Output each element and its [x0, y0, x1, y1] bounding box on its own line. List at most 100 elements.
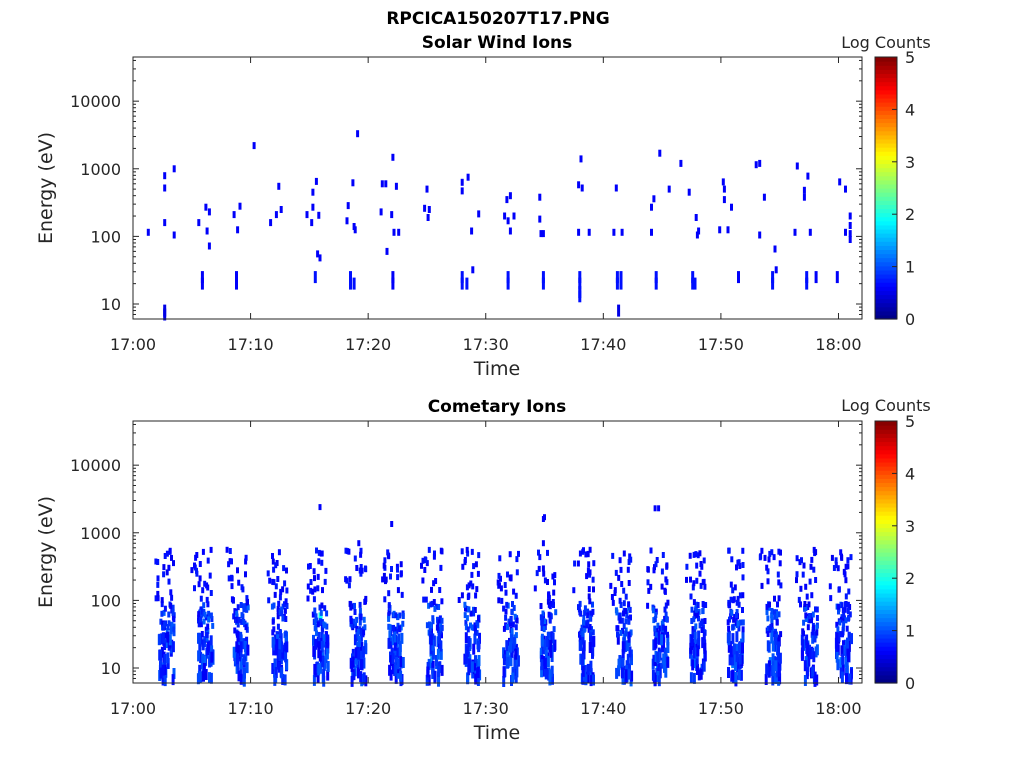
data-point: [613, 590, 617, 596]
data-point: [545, 668, 548, 679]
data-point: [731, 633, 735, 645]
data-point: [364, 675, 368, 687]
data-point: [758, 231, 762, 239]
data-point: [803, 601, 807, 607]
data-point: [323, 605, 327, 612]
data-point: [621, 641, 625, 653]
data-point: [505, 601, 509, 608]
data-point: [509, 616, 513, 623]
data-point: [583, 609, 587, 616]
data-point: [701, 637, 705, 649]
data-point: [621, 673, 625, 685]
data-point: [577, 228, 581, 236]
data-point: [472, 643, 476, 655]
data-point: [317, 641, 321, 653]
data-point: [815, 615, 819, 621]
data-point: [201, 639, 205, 651]
data-point: [207, 610, 211, 617]
data-point: [502, 654, 506, 666]
data-point: [426, 214, 430, 221]
data-point: [512, 588, 516, 595]
data-point: [323, 622, 327, 629]
data-point: [692, 551, 696, 558]
data-point: [694, 601, 698, 608]
data-point: [513, 613, 517, 620]
data-point: [237, 650, 241, 662]
data-point: [279, 206, 283, 213]
data-point: [161, 632, 165, 644]
data-point: [202, 618, 206, 625]
data-point: [646, 566, 650, 573]
data-point: [306, 595, 310, 602]
data-point: [242, 674, 246, 686]
data-point: [347, 582, 351, 589]
data-point: [741, 626, 745, 633]
data-point: [692, 672, 696, 684]
data-point: [156, 575, 160, 582]
data-point: [700, 627, 704, 633]
data-point: [845, 673, 848, 685]
x-tick-label: 17:00: [110, 699, 156, 718]
colorbar-swatch: [875, 584, 897, 590]
data-point: [662, 653, 666, 665]
plot-area-solar-wind: [133, 57, 862, 319]
data-point: [535, 570, 539, 577]
colorbar-swatch: [875, 605, 897, 610]
data-point: [847, 631, 851, 638]
data-point: [552, 589, 556, 596]
data-point: [653, 675, 657, 686]
data-point: [797, 596, 801, 603]
data-point: [359, 564, 363, 570]
data-point: [803, 660, 807, 672]
data-point: [350, 661, 354, 672]
data-point: [440, 617, 444, 624]
data-point: [199, 621, 203, 628]
data-point: [579, 155, 583, 163]
data-point: [702, 557, 706, 564]
data-point: [158, 633, 162, 645]
data-point: [467, 636, 471, 648]
data-point: [540, 619, 544, 626]
colorbar-swatch: [875, 97, 897, 103]
colorbar-swatch: [875, 535, 897, 541]
data-point: [689, 642, 693, 654]
data-point: [538, 554, 542, 561]
data-point: [315, 547, 318, 554]
data-point: [438, 587, 442, 593]
data-point: [162, 571, 166, 578]
colorbar-swatch: [875, 208, 897, 214]
y-tick-label: 10000: [70, 92, 121, 111]
colorbar-swatch: [875, 592, 897, 598]
data-point: [778, 652, 782, 664]
data-point: [475, 629, 479, 636]
data-point: [805, 593, 809, 600]
data-point: [197, 581, 201, 588]
data-point: [846, 608, 850, 614]
data-point: [359, 614, 363, 621]
data-point: [811, 629, 815, 636]
data-point: [209, 635, 213, 647]
data-point: [695, 577, 699, 584]
data-point: [734, 671, 738, 683]
data-point: [505, 196, 509, 204]
data-point: [589, 636, 593, 648]
data-point: [664, 653, 668, 665]
data-point: [469, 622, 472, 629]
colorbar-frame: [874, 56, 898, 320]
data-point: [814, 646, 818, 658]
data-point: [614, 569, 618, 576]
data-point: [503, 582, 507, 588]
colorbar-swatch: [875, 580, 897, 586]
data-point: [850, 633, 853, 645]
data-point: [280, 667, 284, 679]
data-point: [622, 550, 626, 557]
data-point: [163, 605, 167, 612]
data-point: [460, 592, 464, 599]
data-point: [279, 630, 282, 637]
data-point: [666, 642, 670, 653]
colorbar-swatch: [875, 511, 897, 516]
data-point: [316, 250, 320, 258]
data-point: [193, 585, 196, 592]
data-point: [348, 600, 352, 607]
data-point: [391, 277, 395, 290]
